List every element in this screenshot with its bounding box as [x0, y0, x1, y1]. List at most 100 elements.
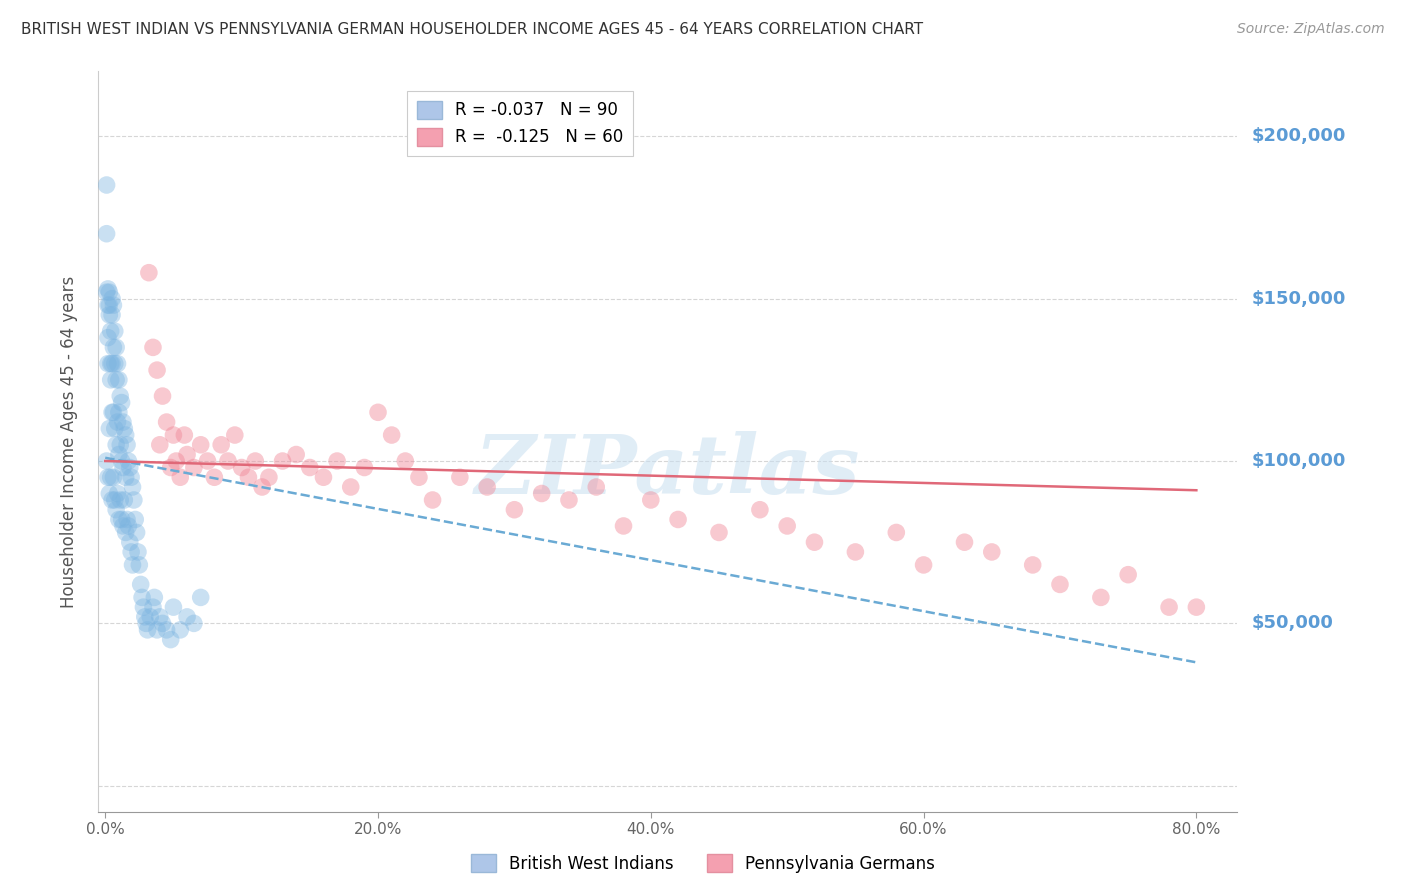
Point	[173, 428, 195, 442]
Point	[138, 266, 160, 280]
Point	[110, 493, 132, 508]
Point	[101, 357, 124, 371]
Point	[105, 340, 128, 354]
Point	[104, 493, 127, 508]
Point	[108, 448, 131, 462]
Point	[224, 428, 246, 442]
Point	[100, 357, 122, 371]
Point	[96, 227, 118, 241]
Point	[585, 480, 607, 494]
Point	[111, 415, 134, 429]
Point	[884, 525, 907, 540]
Point	[112, 421, 135, 435]
Point	[152, 389, 174, 403]
Point	[1157, 600, 1180, 615]
Point	[101, 405, 124, 419]
Point	[912, 558, 935, 572]
Point	[108, 512, 131, 526]
Point	[298, 460, 321, 475]
Point	[103, 470, 125, 484]
Point	[197, 454, 219, 468]
Point	[149, 438, 172, 452]
Point	[183, 460, 205, 475]
Point	[96, 454, 118, 468]
Point	[250, 480, 273, 494]
Point	[97, 470, 120, 484]
Point	[475, 480, 498, 494]
Point	[134, 610, 156, 624]
Point	[209, 438, 232, 452]
Point	[381, 428, 404, 442]
Point	[176, 610, 198, 624]
Point	[103, 298, 125, 312]
Point	[110, 395, 132, 409]
Point	[101, 493, 124, 508]
Point	[111, 519, 134, 533]
Point	[139, 610, 162, 624]
Point	[98, 285, 121, 300]
Point	[98, 421, 121, 435]
Point	[105, 502, 128, 516]
Point	[422, 493, 444, 508]
Point	[146, 363, 169, 377]
Point	[98, 298, 121, 312]
Point	[312, 470, 335, 484]
Point	[117, 519, 139, 533]
Point	[104, 357, 127, 371]
Point	[748, 502, 770, 516]
Point	[125, 525, 148, 540]
Text: $200,000: $200,000	[1251, 128, 1346, 145]
Point	[707, 525, 730, 540]
Point	[326, 454, 349, 468]
Point	[115, 512, 138, 526]
Point	[449, 470, 471, 484]
Point	[245, 454, 267, 468]
Text: $150,000: $150,000	[1251, 290, 1346, 308]
Point	[108, 373, 131, 387]
Point	[110, 438, 132, 452]
Point	[131, 591, 153, 605]
Point	[105, 373, 128, 387]
Point	[183, 616, 205, 631]
Point	[152, 616, 174, 631]
Point	[96, 178, 118, 192]
Point	[117, 454, 139, 468]
Point	[159, 460, 181, 475]
Point	[156, 623, 179, 637]
Point	[162, 600, 184, 615]
Point	[953, 535, 976, 549]
Point	[135, 616, 157, 631]
Point	[124, 512, 146, 526]
Point	[353, 460, 375, 475]
Point	[100, 373, 122, 387]
Point	[128, 558, 150, 572]
Point	[1049, 577, 1071, 591]
Point	[121, 558, 143, 572]
Point	[114, 470, 136, 484]
Point	[149, 610, 172, 624]
Point	[118, 535, 141, 549]
Point	[367, 405, 389, 419]
Point	[159, 632, 181, 647]
Point	[115, 438, 138, 452]
Point	[100, 470, 122, 484]
Point	[120, 470, 142, 484]
Point	[118, 460, 141, 475]
Point	[110, 512, 132, 526]
Point	[844, 545, 866, 559]
Point	[530, 486, 553, 500]
Point	[1116, 567, 1139, 582]
Point	[143, 591, 166, 605]
Point	[146, 623, 169, 637]
Point	[1090, 591, 1112, 605]
Legend: British West Indians, Pennsylvania Germans: British West Indians, Pennsylvania Germa…	[464, 847, 942, 880]
Point	[120, 545, 142, 559]
Point	[107, 357, 129, 371]
Point	[803, 535, 825, 549]
Point	[136, 623, 159, 637]
Point	[257, 470, 280, 484]
Point	[108, 405, 131, 419]
Point	[156, 415, 179, 429]
Point	[98, 486, 121, 500]
Point	[110, 454, 132, 468]
